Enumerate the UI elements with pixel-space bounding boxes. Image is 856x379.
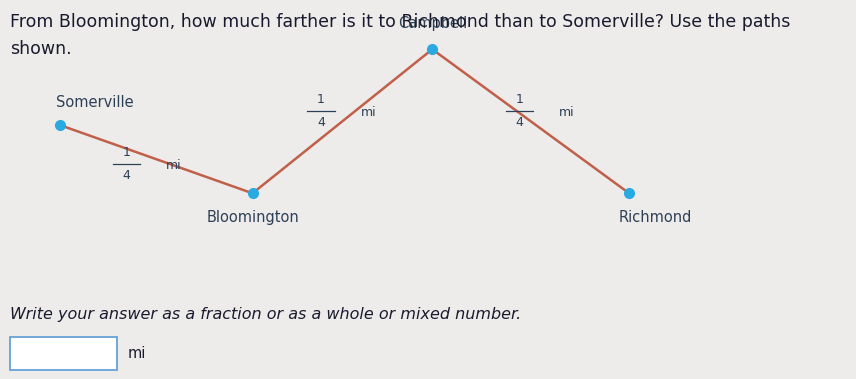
Text: mi: mi — [128, 346, 146, 361]
Text: 4: 4 — [122, 169, 131, 183]
Text: 1: 1 — [122, 146, 131, 160]
Text: Write your answer as a fraction or as a whole or mixed number.: Write your answer as a fraction or as a … — [10, 307, 521, 322]
Text: mi: mi — [360, 106, 376, 119]
Text: Somerville: Somerville — [56, 95, 134, 110]
FancyBboxPatch shape — [10, 337, 117, 370]
Text: 1: 1 — [317, 93, 325, 106]
Text: Bloomington: Bloomington — [206, 210, 299, 226]
Text: Campbell: Campbell — [398, 16, 467, 31]
Text: mi: mi — [559, 106, 574, 119]
Text: 1: 1 — [515, 93, 524, 106]
Text: 4: 4 — [515, 116, 524, 130]
Text: shown.: shown. — [10, 40, 72, 58]
Text: 4: 4 — [317, 116, 325, 130]
Text: mi: mi — [166, 159, 181, 172]
Text: Richmond: Richmond — [618, 210, 692, 226]
Text: From Bloomington, how much farther is it to Richmond than to Somerville? Use the: From Bloomington, how much farther is it… — [10, 13, 791, 31]
